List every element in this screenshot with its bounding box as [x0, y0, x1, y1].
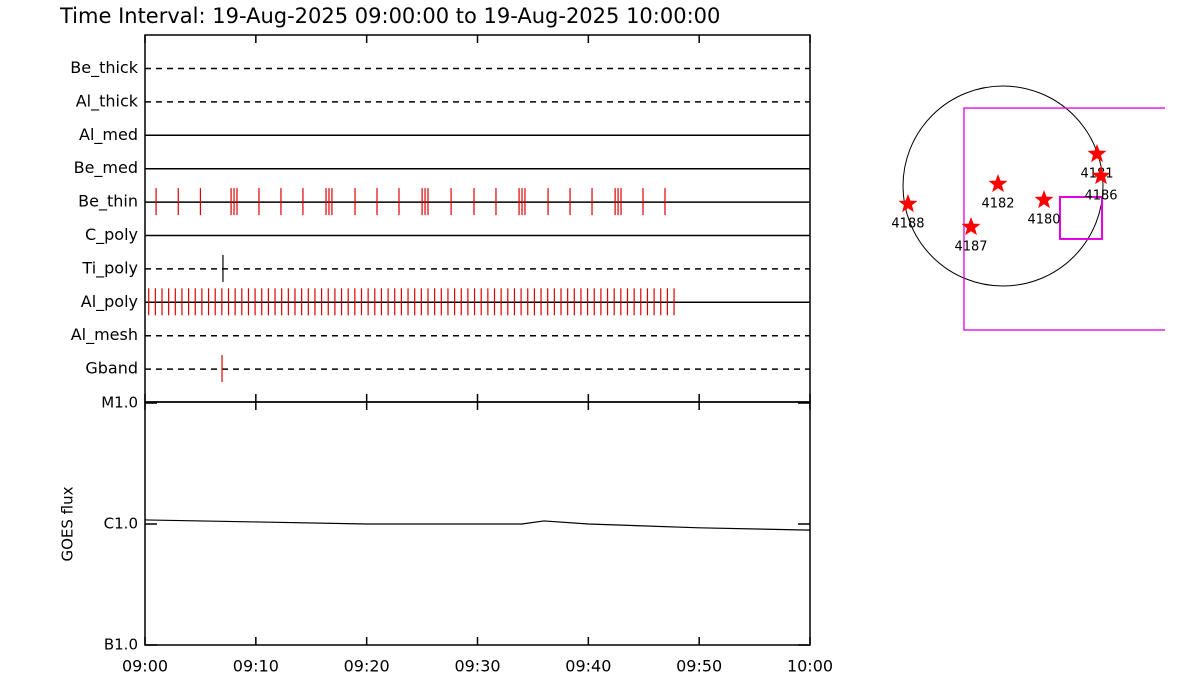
goes-line [144, 519, 811, 531]
y-tick-label: M1.0 [101, 394, 138, 412]
field-of-view [1058, 195, 1104, 240]
x-tick-label: 09:20 [344, 657, 390, 676]
y-tick-label: C1.0 [104, 515, 138, 533]
row-label: Gband [85, 359, 138, 378]
row-label: Ti_poly [81, 258, 138, 278]
x-tick-label: 09:10 [233, 657, 279, 676]
x-tick-label: 09:30 [454, 657, 500, 676]
y-tick-label: B1.0 [104, 636, 138, 654]
x-tick-label: 09:00 [122, 657, 168, 676]
active-region-star [961, 217, 981, 236]
row-label: Al_thick [76, 91, 139, 111]
active-region-label: 4186 [1084, 188, 1117, 203]
chart-title: Time Interval: 19-Aug-2025 09:00:00 to 1… [59, 4, 720, 28]
active-region-label: 4182 [981, 196, 1014, 211]
y-axis-label: GOES flux [59, 486, 77, 561]
timeline-frame [144, 34, 811, 403]
row-label: C_poly [85, 225, 138, 245]
active-region-label: 4180 [1027, 213, 1060, 228]
row-label: Be_thin [78, 192, 138, 212]
active-region-star [898, 194, 918, 213]
active-region-star [988, 174, 1008, 193]
active-region-star [1091, 166, 1111, 185]
row-label: Al_poly [81, 292, 138, 312]
x-tick-label: 09:50 [676, 657, 722, 676]
active-region-label: 4188 [891, 217, 924, 232]
row-label: Be_med [74, 158, 138, 178]
x-tick-label: 10:00 [787, 657, 833, 676]
solar-disk [902, 85, 1104, 287]
field-of-view [963, 107, 1165, 331]
active-region-label: 4187 [954, 240, 987, 255]
row-label: Be_thick [70, 58, 138, 78]
active-region-star [1034, 190, 1054, 209]
row-label: Al_med [79, 125, 138, 145]
active-region-star [1087, 144, 1107, 163]
row-label: Al_mesh [71, 325, 138, 345]
sun-map: 418841874182418041814186 [891, 85, 1165, 331]
x-tick-label: 09:40 [565, 657, 611, 676]
